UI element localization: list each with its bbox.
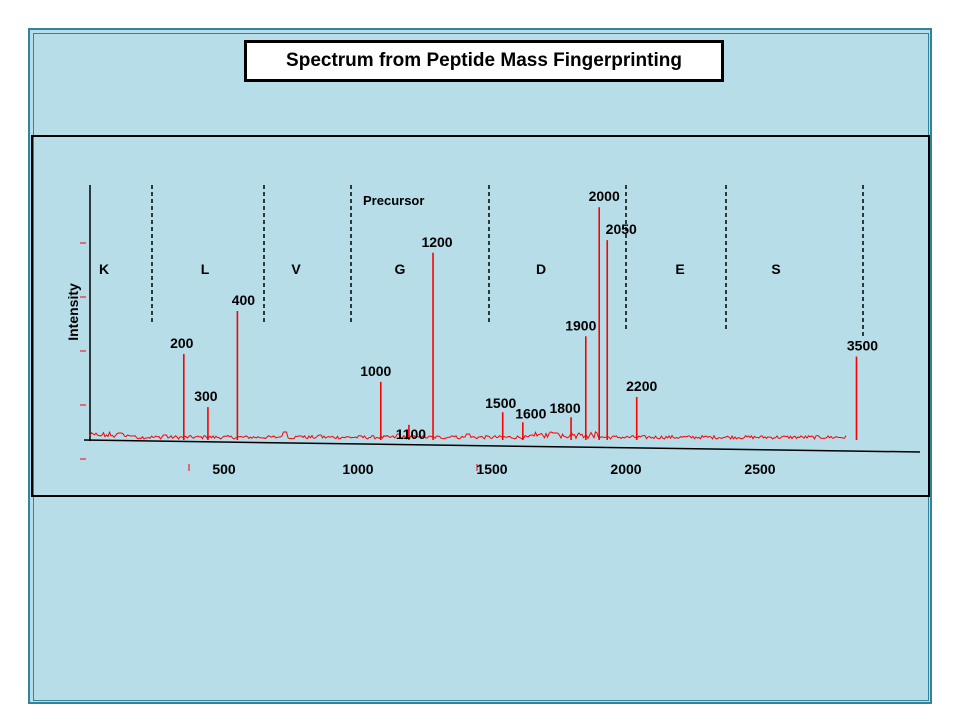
chart-frame — [31, 135, 930, 497]
peak-label-2000: 2000 — [589, 188, 620, 204]
y-axis-label: Intensity — [65, 283, 81, 341]
x-tick-label-2500: 2500 — [744, 461, 775, 477]
peak-label-200: 200 — [170, 335, 194, 351]
peak-label-3500: 3500 — [847, 338, 878, 354]
region-label-d: D — [536, 261, 546, 277]
x-tick-label-500: 500 — [212, 461, 236, 477]
region-label-e: E — [675, 261, 684, 277]
peak-label-1600: 1600 — [515, 405, 546, 421]
region-label-l: L — [201, 261, 210, 277]
region-label-v: V — [291, 261, 301, 277]
spectrum-trace — [89, 430, 847, 440]
region-label-k: K — [99, 261, 109, 277]
x-tick-label-2000: 2000 — [610, 461, 641, 477]
peak-label-2200: 2200 — [626, 378, 657, 394]
peak-label-1500: 1500 — [485, 395, 516, 411]
slide-background — [28, 28, 932, 704]
peak-label-1100: 1100 — [396, 426, 427, 442]
x-axis-line — [83, 439, 921, 453]
chart-title: Spectrum from Peptide Mass Fingerprintin… — [286, 50, 682, 71]
peaks — [183, 207, 858, 440]
precursor-annotation: Precursor — [363, 193, 424, 208]
title-box: Spectrum from Peptide Mass Fingerprintin… — [244, 40, 724, 82]
peak-label-1800: 1800 — [549, 400, 580, 416]
region-separators — [151, 185, 864, 338]
peak-label-1000: 1000 — [360, 363, 391, 379]
peak-label-1900: 1900 — [565, 317, 596, 333]
region-label-g: G — [395, 261, 406, 277]
x-tick-labels: 500 1000 1500 2000 2500 — [212, 461, 775, 477]
peak-label-400: 400 — [232, 292, 256, 308]
peak-label-300: 300 — [194, 388, 218, 404]
region-label-s: S — [771, 261, 780, 277]
axes — [80, 185, 921, 471]
x-tick-label-1000: 1000 — [342, 461, 373, 477]
peak-label-2050: 2050 — [606, 221, 637, 237]
peak-label-1200: 1200 — [421, 234, 452, 250]
x-tick-label-1500: 1500 — [476, 461, 507, 477]
